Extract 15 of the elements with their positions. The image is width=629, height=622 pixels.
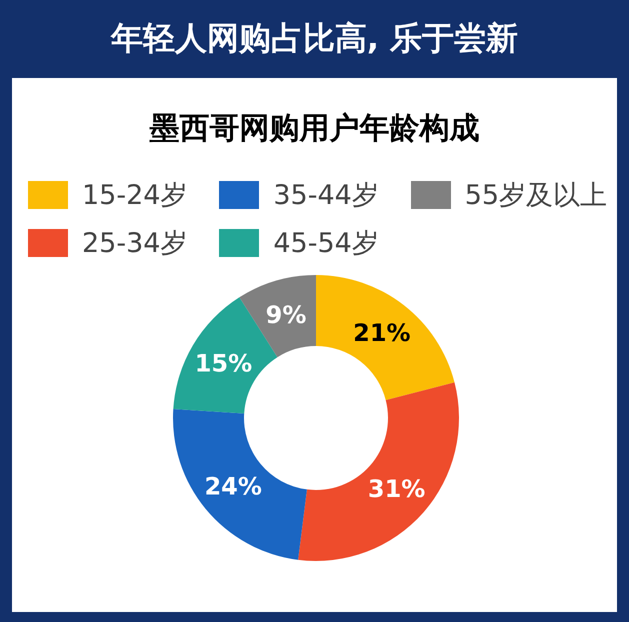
data-label: 15% bbox=[194, 349, 252, 378]
legend-label: 15-24岁 bbox=[82, 179, 188, 213]
legend-label: 25-34岁 bbox=[82, 227, 188, 261]
donut-slice bbox=[298, 382, 459, 561]
legend-label: 55岁及以上 bbox=[464, 179, 608, 213]
data-label: 31% bbox=[368, 475, 426, 504]
data-label: 24% bbox=[204, 472, 262, 501]
donut-slice bbox=[316, 275, 455, 400]
chart-title: 年轻人网购占比高, 乐于尝新 bbox=[110, 18, 520, 59]
legend-label: 35-44岁 bbox=[273, 179, 379, 213]
data-label: 9% bbox=[266, 300, 306, 329]
legend-label: 45-54岁 bbox=[273, 227, 379, 261]
donut-slice bbox=[173, 409, 307, 560]
data-label: 21% bbox=[353, 319, 411, 348]
chart-subtitle: 墨西哥网购用户年龄构成 bbox=[148, 110, 480, 148]
